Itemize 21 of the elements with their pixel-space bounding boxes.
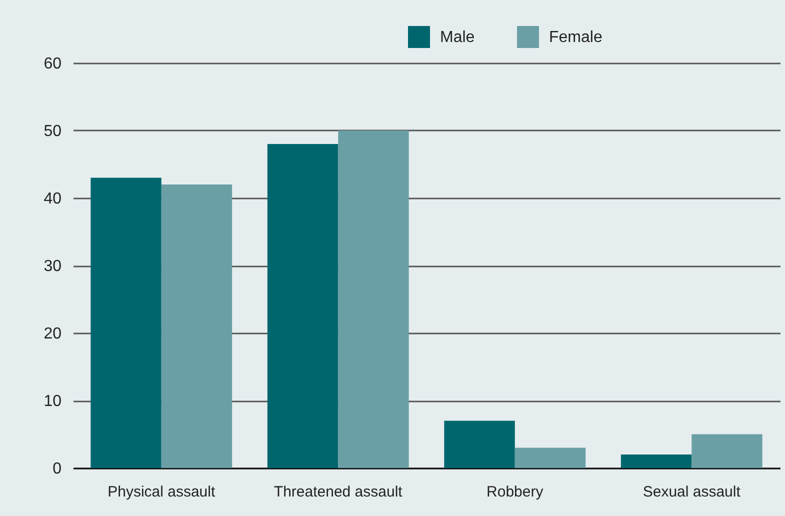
y-tick-label: 10 [44,393,62,410]
y-tick-label: 30 [44,258,62,275]
bar [161,184,232,468]
bar [620,454,692,468]
legend-label: Male [440,29,475,46]
x-tick-label: Robbery [486,484,544,500]
bar [90,178,162,468]
x-tick-label: Sexual assault [642,484,742,500]
y-tick-label: 0 [52,460,62,478]
y-tick-label: 40 [44,190,62,208]
x-tick-label: Threatened assault [274,484,404,500]
legend-label: Female [549,29,602,46]
bar [692,434,762,468]
bar [514,448,586,468]
y-tick-label: 50 [44,123,62,140]
y-tick-label: 60 [44,56,62,72]
bar [267,144,338,468]
y-tick-label: 20 [44,326,62,342]
bar [338,130,409,468]
bar [444,420,515,468]
x-tick-label: Physical assault [108,484,216,500]
